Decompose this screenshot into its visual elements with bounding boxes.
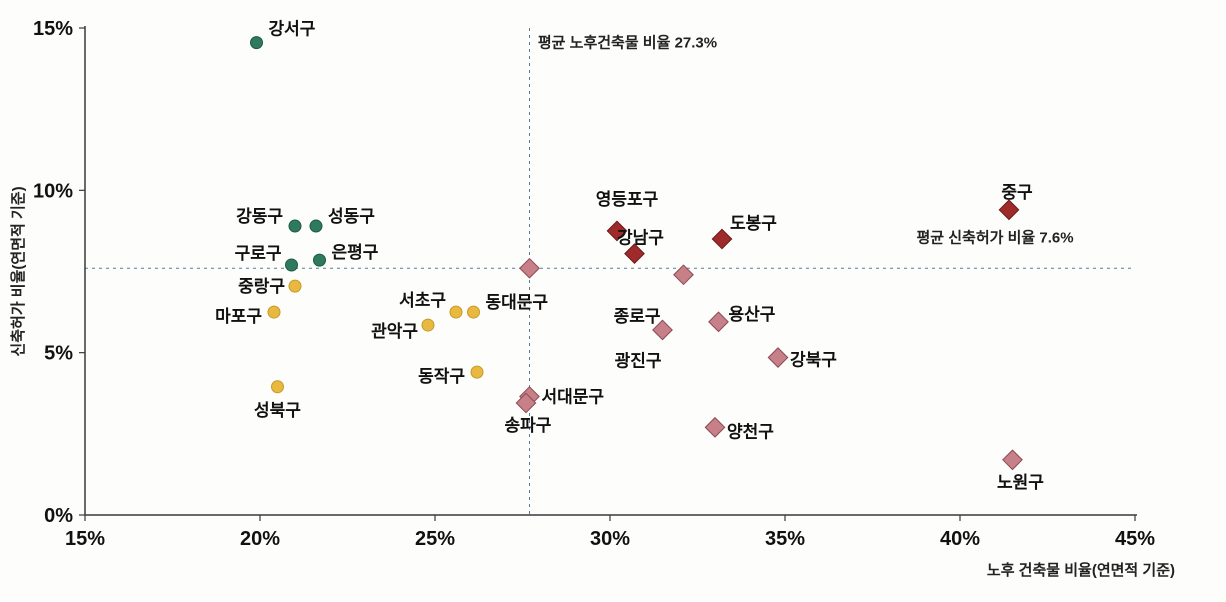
x-tick-label: 25%	[415, 528, 455, 550]
scatter-chart: 15% 20% 25% 30% 35% 40% 45% 0% 5% 10% 15% 노후 건축물 비율…	[0, 0, 1226, 602]
data-point	[251, 37, 263, 49]
data-point	[289, 220, 301, 232]
point-label: 서초구	[399, 291, 446, 310]
chart-bg	[0, 0, 1226, 602]
avg-y-label: 평균 신축허가 비율 7.6%	[916, 228, 1073, 246]
x-tick-label: 15%	[65, 528, 105, 550]
x-axis-title: 노후 건축물 비율(연면적 기준)	[987, 561, 1175, 579]
point-label: 서대문구	[542, 387, 605, 406]
point-label: 중랑구	[238, 277, 285, 296]
point-label: 강북구	[790, 351, 837, 370]
data-point	[468, 306, 480, 318]
avg-x-label: 평균 노후건축물 비율 27.3%	[538, 33, 717, 51]
data-point	[450, 306, 462, 318]
data-point	[471, 366, 483, 378]
point-label: 양천구	[727, 422, 774, 441]
y-tick-label: 10%	[33, 180, 73, 202]
chart-svg: 15% 20% 25% 30% 35% 40% 45% 0% 5% 10% 15% 노후 건축물 비율…	[0, 0, 1226, 602]
data-point	[314, 254, 326, 266]
point-label: 성북구	[254, 401, 301, 420]
x-tick-label: 45%	[1115, 528, 1155, 550]
point-label: 도봉구	[730, 214, 777, 233]
point-label: 송파구	[505, 416, 552, 435]
point-label: 노원구	[997, 473, 1044, 492]
point-label: 강동구	[236, 207, 283, 226]
x-tick-label: 30%	[590, 528, 630, 550]
data-point	[422, 319, 434, 331]
x-tick-label: 35%	[765, 528, 805, 550]
x-tick-label: 40%	[940, 528, 980, 550]
point-label: 마포구	[215, 307, 262, 326]
data-point	[272, 381, 284, 393]
point-label: 종로구	[614, 307, 661, 326]
point-label: 강서구	[269, 20, 316, 39]
point-label: 강남구	[617, 229, 664, 248]
point-label: 성동구	[328, 207, 375, 226]
point-label: 은평구	[332, 243, 379, 262]
point-label: 관악구	[371, 322, 418, 341]
data-point	[286, 259, 298, 271]
point-label: 영등포구	[596, 190, 659, 209]
point-label: 중구	[1001, 183, 1033, 202]
point-label: 동작구	[418, 367, 465, 386]
data-point	[310, 220, 322, 232]
y-tick-label: 0%	[44, 505, 73, 527]
point-label: 용산구	[729, 305, 776, 324]
data-point	[289, 280, 301, 292]
y-tick-label: 15%	[33, 18, 73, 40]
point-label: 동대문구	[486, 293, 549, 312]
x-tick-label: 20%	[240, 528, 280, 550]
y-tick-label: 5%	[44, 343, 73, 365]
point-label: 구로구	[235, 244, 282, 263]
point-label: 광진구	[615, 352, 662, 371]
y-axis-title: 신축허가 비율(연면적 기준)	[9, 186, 27, 356]
data-point	[268, 306, 280, 318]
